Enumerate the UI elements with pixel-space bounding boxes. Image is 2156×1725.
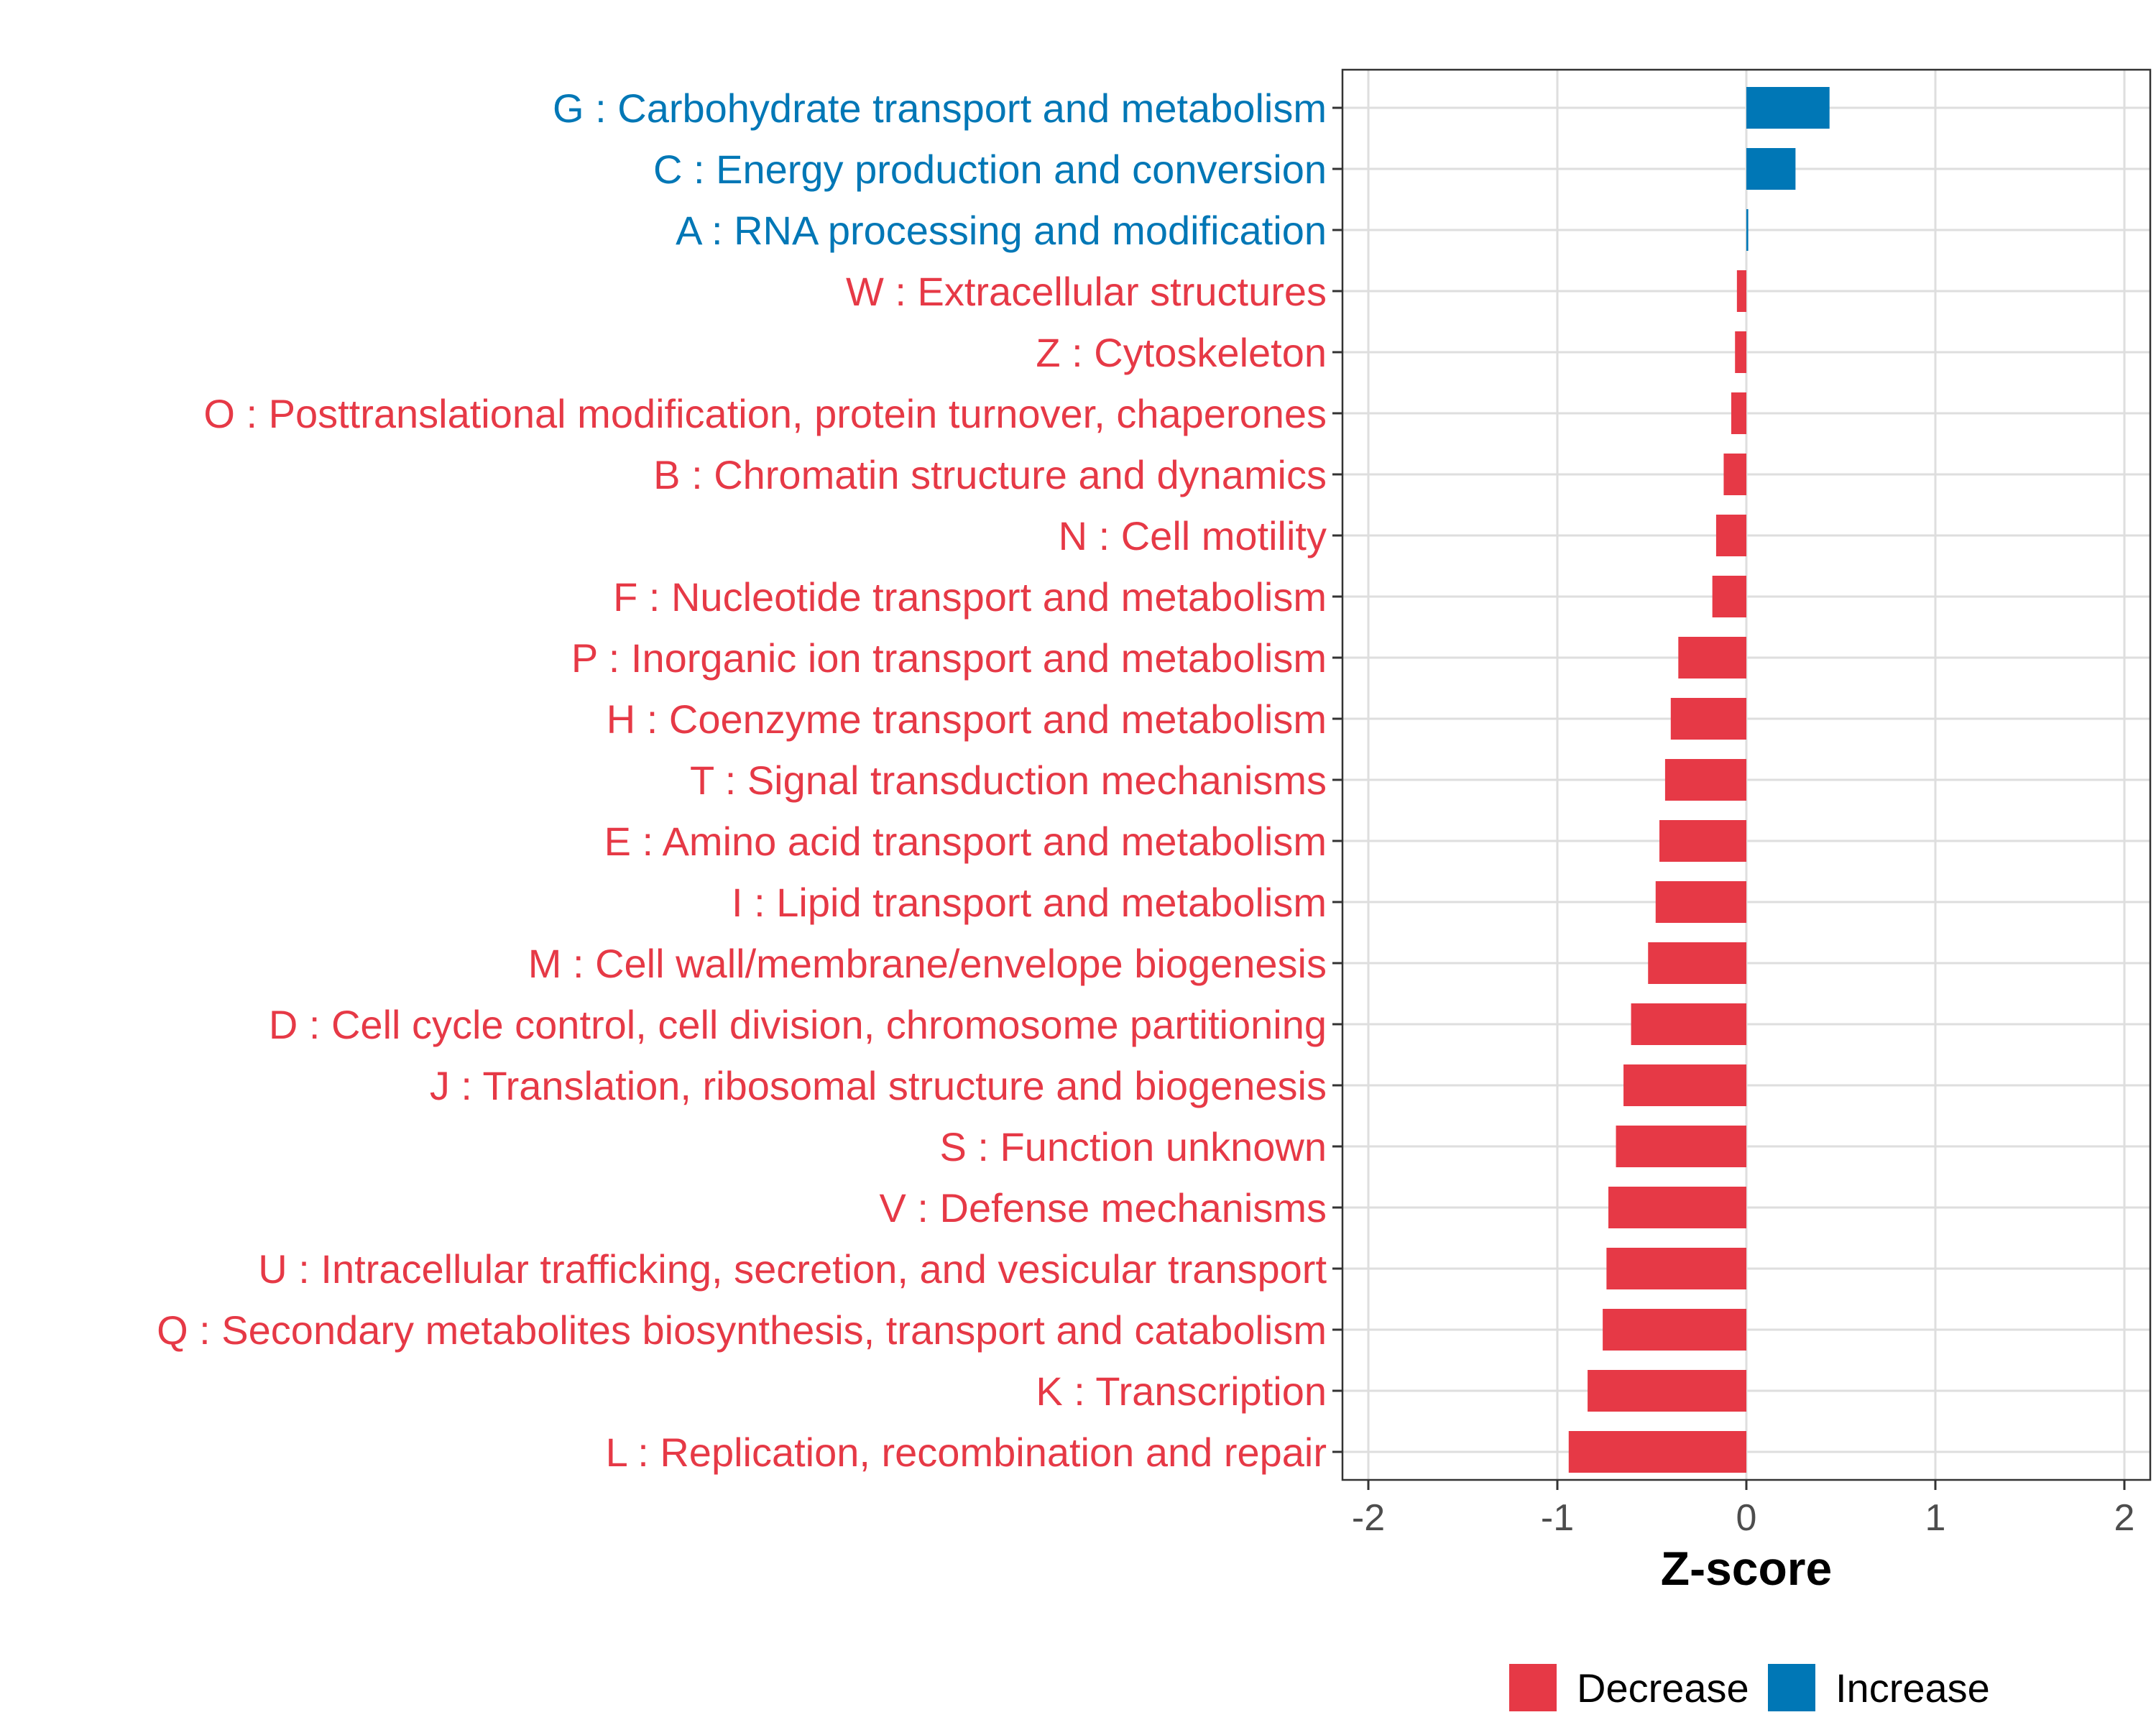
category-label: D : Cell cycle control, cell division, c…: [269, 1002, 1327, 1047]
bar: [1568, 1431, 1746, 1473]
category-label: F : Nucleotide transport and metabolism: [613, 574, 1327, 620]
bar: [1731, 392, 1746, 434]
bar: [1678, 637, 1746, 678]
x-axis-ticks: -2 -1 0 1 2: [1352, 1480, 2135, 1539]
x-tick-label: -1: [1541, 1497, 1574, 1539]
x-tick-label: 2: [2114, 1497, 2135, 1539]
category-label: W : Extracellular structures: [846, 269, 1327, 314]
category-label: T : Signal transduction mechanisms: [690, 758, 1327, 803]
legend: Decrease Increase: [1509, 1664, 1990, 1711]
category-label: U : Intracellular trafficking, secretion…: [258, 1246, 1327, 1292]
category-label: G : Carbohydrate transport and metabolis…: [553, 86, 1327, 131]
category-label: J : Translation, ribosomal structure and…: [430, 1063, 1327, 1108]
legend-label: Increase: [1835, 1665, 1990, 1711]
category-label: L : Replication, recombination and repai…: [606, 1430, 1327, 1475]
category-label: Z : Cytoskeleton: [1036, 330, 1327, 375]
bar: [1623, 1064, 1746, 1106]
bar: [1712, 576, 1746, 617]
bar: [1603, 1309, 1746, 1351]
category-labels: G : Carbohydrate transport and metabolis…: [157, 86, 1342, 1475]
bar: [1746, 209, 1749, 251]
bars: [1568, 87, 1830, 1473]
legend-swatch: [1768, 1664, 1815, 1711]
bar: [1736, 270, 1746, 312]
bar: [1648, 942, 1746, 984]
category-label: A : RNA processing and modification: [676, 208, 1327, 253]
category-label: M : Cell wall/membrane/envelope biogenes…: [528, 941, 1327, 986]
bar: [1588, 1370, 1746, 1412]
category-label: Q : Secondary metabolites biosynthesis, …: [157, 1307, 1327, 1353]
category-label: K : Transcription: [1036, 1368, 1327, 1414]
bar: [1664, 759, 1746, 801]
category-label: E : Amino acid transport and metabolism: [604, 819, 1327, 864]
bar: [1655, 881, 1746, 923]
category-label: O : Posttranslational modification, prot…: [203, 391, 1327, 436]
bar: [1616, 1126, 1746, 1167]
x-tick-label: 0: [1736, 1497, 1757, 1539]
bar: [1746, 148, 1796, 190]
category-label: P : Inorganic ion transport and metaboli…: [571, 635, 1327, 681]
bar: [1715, 515, 1746, 556]
bar: [1670, 698, 1746, 740]
bar: [1659, 820, 1746, 862]
legend-label: Decrease: [1577, 1665, 1749, 1711]
category-label: B : Chromatin structure and dynamics: [653, 452, 1327, 497]
legend-swatch: [1509, 1664, 1557, 1711]
bar: [1606, 1248, 1746, 1289]
x-axis-title: Z-score: [1661, 1542, 1832, 1595]
bar: [1746, 87, 1830, 129]
bar: [1608, 1187, 1746, 1228]
category-label: N : Cell motility: [1059, 513, 1327, 558]
category-label: I : Lipid transport and metabolism: [732, 880, 1327, 925]
x-tick-label: -2: [1352, 1497, 1385, 1539]
category-label: H : Coenzyme transport and metabolism: [607, 696, 1327, 742]
bar: [1723, 454, 1746, 495]
category-label: S : Function unknown: [939, 1124, 1327, 1169]
category-label: C : Energy production and conversion: [653, 147, 1327, 192]
category-label: V : Defense mechanisms: [880, 1185, 1327, 1230]
bar: [1735, 331, 1746, 373]
bar: [1631, 1003, 1746, 1045]
x-tick-label: 1: [1925, 1497, 1946, 1539]
